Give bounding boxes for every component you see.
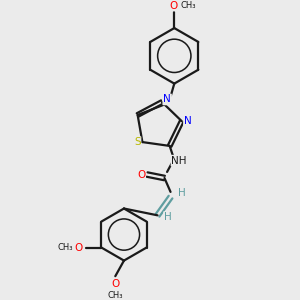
- Text: O: O: [111, 279, 119, 289]
- Text: O: O: [74, 243, 82, 253]
- Text: CH₃: CH₃: [180, 1, 196, 10]
- Text: N: N: [184, 116, 192, 126]
- Text: N: N: [163, 94, 171, 104]
- Text: O: O: [137, 169, 145, 179]
- Text: O: O: [169, 1, 178, 10]
- Text: H: H: [164, 212, 172, 222]
- Text: NH: NH: [172, 156, 187, 166]
- Text: H: H: [178, 188, 186, 198]
- Text: S: S: [134, 137, 140, 147]
- Text: CH₃: CH₃: [107, 291, 123, 300]
- Text: CH₃: CH₃: [57, 243, 73, 252]
